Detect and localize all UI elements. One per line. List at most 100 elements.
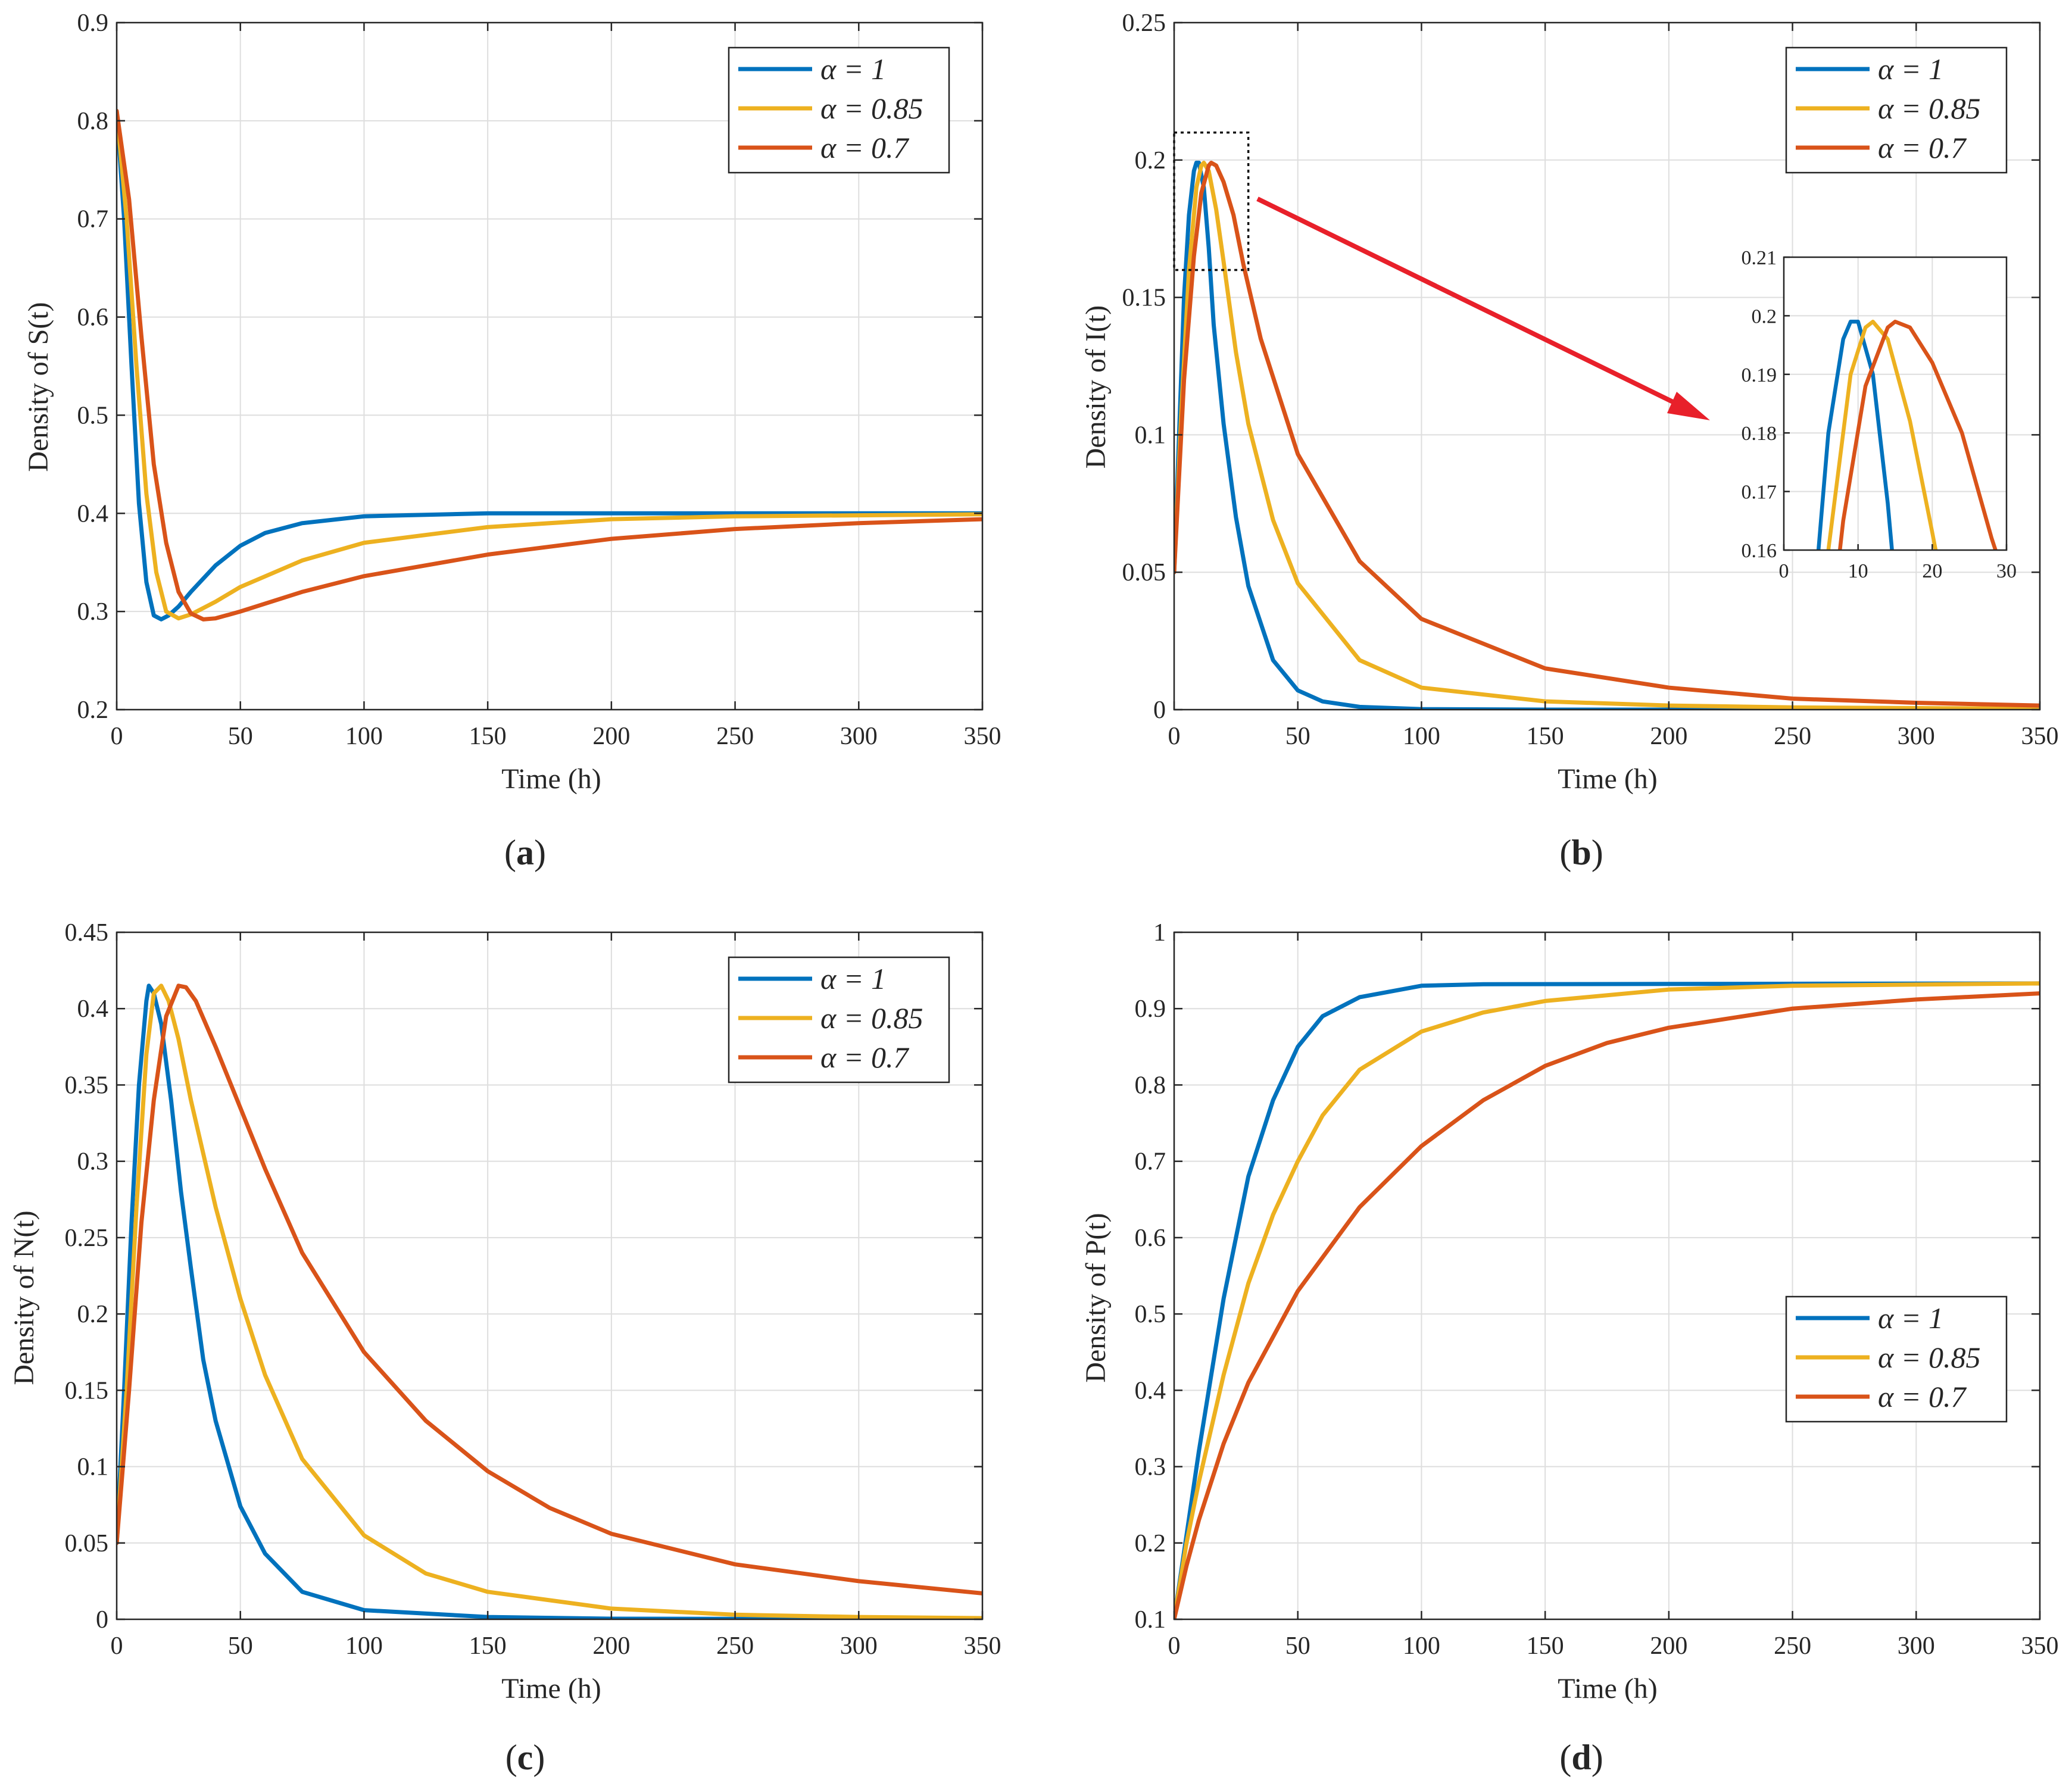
y-tick-label-a: 0.9 — [77, 10, 109, 37]
xlabel-b: Time (h) — [1558, 763, 1658, 795]
y-tick-label-c: 0.45 — [65, 919, 109, 947]
zoom-arrow-head — [1667, 392, 1710, 420]
inset-series-line-1 — [1826, 319, 1938, 550]
legend-c: α = 1 α = 0.85 α = 0.7 — [728, 956, 950, 1084]
y-tick-label-c: 0 — [96, 1606, 108, 1634]
x-tick-label-a: 250 — [716, 723, 754, 750]
series-line-a-2 — [117, 108, 982, 622]
legend-d: α = 1 α = 0.85 α = 0.7 — [1785, 1295, 2008, 1423]
y-tick-label-c: 0.2 — [77, 1301, 109, 1328]
y-tick-label-b: 0.25 — [1122, 10, 1166, 37]
legend-label-c-1: α = 0.85 — [820, 1001, 923, 1035]
subcaption-d: (d) — [1559, 1738, 1603, 1777]
x-tick-label-a: 50 — [228, 723, 253, 750]
y-tick-label-d: 0.5 — [1135, 1301, 1166, 1328]
x-tick-label-b: 0 — [1168, 723, 1181, 750]
legend-label-a-1: α = 0.85 — [820, 92, 923, 125]
panel-d: 0 50 100 150 200 250 300 350 0.1 0.2 0.3 0.4 0.5 0.6 0… — [1080, 919, 2059, 1777]
y-tick-label-d: 0.1 — [1135, 1606, 1166, 1634]
y-tick-label-a: 0.8 — [77, 108, 109, 135]
y-tick-label-c: 0.05 — [65, 1530, 109, 1557]
xlabel-a: Time (h) — [501, 763, 601, 795]
y-tick-label-b: 0.1 — [1135, 421, 1166, 449]
series-line-b-2 — [1174, 160, 2040, 708]
inset-background — [1784, 257, 2007, 550]
x-tick-label-b: 50 — [1285, 723, 1310, 750]
series-line-b-0 — [1174, 160, 2040, 710]
series-line-d-1 — [1174, 981, 2040, 1619]
axes-frame-c — [116, 931, 984, 1620]
inset-series-line-0 — [1816, 319, 1894, 550]
x-tick-label-a: 100 — [345, 723, 383, 750]
y-tick-label-b: 0.15 — [1122, 285, 1166, 312]
x-tick-label-d: 250 — [1774, 1632, 1811, 1660]
inset-y-tick-label: 0.19 — [1742, 364, 1777, 386]
axes-frame-b — [1173, 21, 2041, 711]
x-tick-label-d: 0 — [1168, 1632, 1181, 1660]
y-tick-label-c: 0.3 — [77, 1148, 109, 1176]
y-tick-label-b: 0 — [1153, 697, 1166, 724]
x-tick-label-b: 250 — [1774, 723, 1811, 750]
legend-label-b-2: α = 0.7 — [1878, 131, 1967, 164]
inset-y-tick-label: 0.18 — [1742, 423, 1777, 445]
x-tick-label-c: 200 — [592, 1632, 630, 1660]
x-tick-label-d: 50 — [1285, 1632, 1310, 1660]
legend-b: α = 1 α = 0.85 α = 0.7 — [1785, 46, 2008, 174]
inset-x-tick-label: 30 — [1996, 560, 2017, 582]
legend-a: α = 1 α = 0.85 α = 0.7 — [728, 46, 950, 174]
y-tick-label-d: 0.8 — [1135, 1072, 1166, 1099]
xlabel-c: Time (h) — [501, 1673, 601, 1704]
y-tick-label-c: 0.1 — [77, 1454, 109, 1481]
axes-frame-d — [1173, 931, 2041, 1620]
legend-label-b-1: α = 0.85 — [1878, 92, 1981, 125]
series-line-d-0 — [1174, 981, 2040, 1619]
y-tick-label-b: 0.05 — [1122, 559, 1166, 586]
legend-label-d-2: α = 0.7 — [1878, 1380, 1967, 1413]
x-tick-label-c: 300 — [840, 1632, 878, 1660]
x-tick-label-d: 150 — [1527, 1632, 1564, 1660]
y-tick-label-b: 0.2 — [1135, 147, 1166, 174]
x-tick-label-c: 100 — [345, 1632, 383, 1660]
inset-frame — [1783, 256, 2008, 551]
x-tick-label-b: 150 — [1527, 723, 1564, 750]
y-tick-label-a: 0.6 — [77, 304, 109, 332]
inset-x-tick-label: 0 — [1779, 560, 1789, 582]
x-tick-label-b: 200 — [1650, 723, 1687, 750]
panel-a: 0 50 100 150 200 250 300 350 0.2 0.3 0.4 0.5 0.6 0.7 0… — [23, 10, 1001, 872]
x-tick-label-d: 200 — [1650, 1632, 1687, 1660]
inset-zoom-b: 0 10 20 30 0.16 0.17 0.18 0.19 0.2 0.21 — [1173, 131, 2017, 582]
plot-area-c: 0 50 100 150 200 250 300 350 0 0.05 0.1 0.15 0.2 0.25… — [65, 919, 1001, 1660]
x-tick-label-a: 350 — [964, 723, 1001, 750]
subcaption-a: (a) — [504, 833, 546, 872]
x-tick-label-c: 50 — [228, 1632, 253, 1660]
legend-label-c-0: α = 1 — [820, 962, 886, 995]
zoom-region-box — [1173, 131, 1250, 271]
y-tick-label-c: 0.25 — [65, 1225, 109, 1252]
x-tick-label-c: 350 — [964, 1632, 1001, 1660]
series-line-c-0 — [117, 983, 982, 1619]
y-tick-label-a: 0.4 — [77, 500, 109, 527]
panel-b: 0 50 100 150 200 250 300 35000.050.10.150.20.25… — [1080, 10, 2059, 872]
x-tick-label-b: 100 — [1403, 723, 1440, 750]
xlabel-d: Time (h) — [1558, 1673, 1658, 1704]
legend-label-d-0: α = 1 — [1878, 1301, 1943, 1335]
series-line-d-2 — [1174, 991, 2040, 1619]
x-tick-label-d: 100 — [1403, 1632, 1440, 1660]
x-tick-label-a: 0 — [111, 723, 123, 750]
x-tick-label-a: 300 — [840, 723, 878, 750]
y-tick-label-a: 0.2 — [77, 697, 109, 724]
ylabel-a: Density of S(t) — [23, 302, 54, 472]
inset-y-tick-label: 0.17 — [1742, 482, 1777, 504]
inset-y-tick-label: 0.2 — [1752, 305, 1777, 327]
plot-area-a: 0 50 100 150 200 250 300 350 0.2 0.3 0.4 0.5 0.6 0.7 0… — [77, 10, 1001, 750]
x-tick-label-b: 350 — [2021, 723, 2059, 750]
ylabel-c: Density of N(t) — [8, 1210, 40, 1385]
inset-x-tick-label: 10 — [1848, 560, 1868, 582]
ylabel-b: Density of I(t) — [1080, 305, 1112, 469]
series-line-c-2 — [117, 983, 982, 1595]
x-tick-label-d: 350 — [2021, 1632, 2059, 1660]
axes-frame-a — [116, 21, 984, 711]
y-tick-label-d: 0.3 — [1135, 1454, 1166, 1481]
plot-area-d: 0 50 100 150 200 250 300 350 0.1 0.2 0.3 0.4 0.5 0.6 0… — [1135, 919, 2059, 1660]
